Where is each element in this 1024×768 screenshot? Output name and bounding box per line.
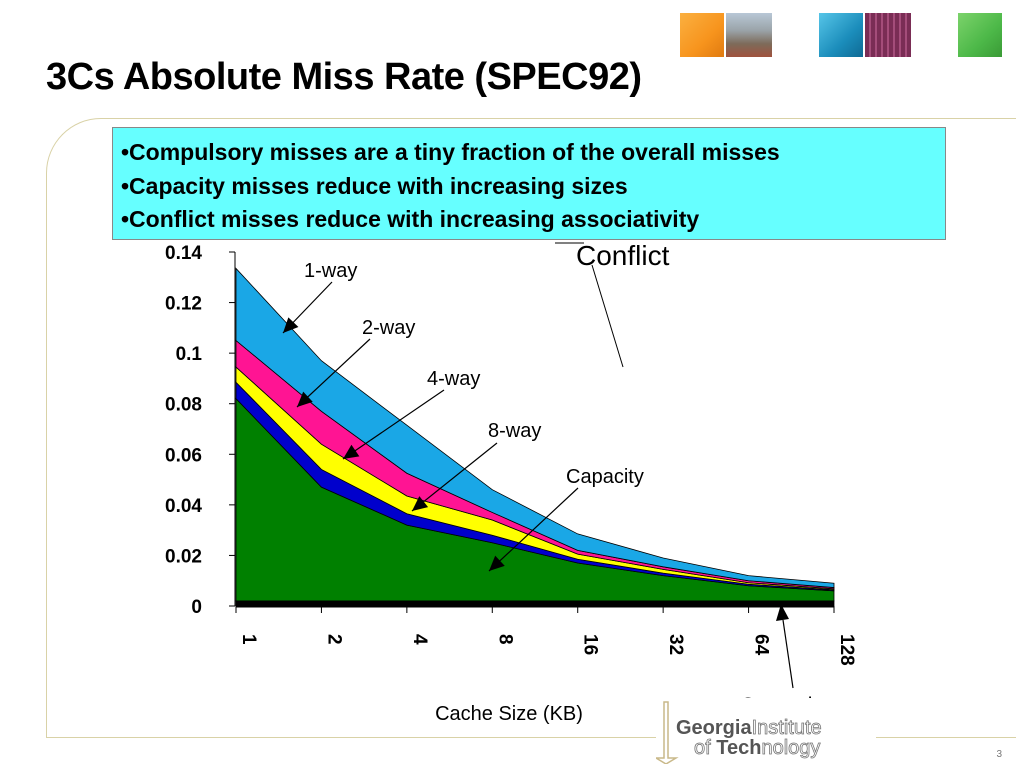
- annotation-8-way-label: 8-way: [488, 420, 541, 442]
- logo-tech: Tech: [716, 737, 761, 759]
- annotation-2-way-line: [296, 338, 371, 408]
- annotation-conflict-line: [591, 264, 624, 368]
- x-tick-label: 4: [409, 634, 430, 645]
- annotation-8-way-arrowhead: [412, 496, 429, 511]
- y-tick-label: 0.02: [165, 546, 202, 567]
- annotation-8-way-line: [411, 442, 498, 512]
- logo-mark-icon: [656, 701, 679, 764]
- logo-institute: Institute: [752, 717, 822, 739]
- header-photo-blue: [819, 13, 863, 57]
- logo-georgia: Georgia: [676, 717, 752, 739]
- header-photo-orange: [680, 13, 724, 57]
- annotation-capacity-line: [488, 487, 579, 572]
- page-number: 3: [996, 749, 1002, 760]
- annotation-1-way-arrowhead: [283, 317, 299, 333]
- y-tick-label: 0.12: [165, 294, 202, 315]
- georgia-tech-logo: GeorgiaInstitute of Technology: [656, 698, 876, 764]
- annotation-compulsory-arrowhead: [776, 604, 789, 621]
- y-tick-label: 0.08: [165, 395, 202, 416]
- chart-axes: [229, 251, 835, 613]
- header-photo-circuit: [865, 13, 911, 57]
- content-frame: [46, 118, 1016, 738]
- annotation-4-way-line: [342, 389, 445, 460]
- area-1-way: [235, 267, 835, 588]
- x-tick-label: 2: [323, 634, 344, 645]
- annotation-2-way-label: 2-way: [362, 317, 415, 339]
- x-tick-label: 32: [665, 634, 686, 655]
- annotation-conflict-label: Conflict: [576, 240, 670, 271]
- x-axis-label: Cache Size (KB): [435, 703, 583, 725]
- logo-nology: nology: [761, 737, 820, 759]
- x-tick-label: 64: [751, 634, 772, 656]
- annotation-capacity-arrowhead: [489, 555, 505, 571]
- annotation-1-way-label: 1-way: [304, 260, 357, 282]
- annotation-capacity-label: Capacity: [566, 466, 644, 488]
- y-tick-label: 0.06: [165, 445, 202, 466]
- x-tick-label: 8: [494, 634, 515, 645]
- y-tick-label: 0.14: [165, 243, 202, 264]
- header-green-tile: [958, 13, 1002, 57]
- bullet-capacity: •Capacity misses reduce with increasing …: [121, 172, 628, 199]
- bullet-compulsory: •Compulsory misses are a tiny fraction o…: [121, 139, 780, 165]
- annotation-4-way-label: 4-way: [427, 368, 480, 390]
- y-tick-label: 0.04: [165, 496, 202, 517]
- bullet-conflict: •Conflict misses reduce with increasing …: [121, 206, 700, 232]
- header-photo-campus: [726, 13, 772, 57]
- x-tick-label: 128: [836, 634, 857, 666]
- annotation-compulsory-line: [782, 619, 794, 689]
- annotation-2-way-arrowhead: [297, 391, 313, 407]
- chart-labels: 0 0.02 0.04 0.06 0.08 0.1 0.12 0.14 1 2 4 8 16 32 64 12…: [165, 243, 857, 725]
- svg-text:of Technology: of Technology: [694, 737, 820, 759]
- y-tick-label: 0: [191, 597, 202, 618]
- bullet-box: •Compulsory misses are a tiny fraction o…: [112, 127, 946, 240]
- x-tick-label: 1: [238, 634, 259, 645]
- y-tick-label: 0.1: [176, 344, 203, 365]
- svg-text:GeorgiaInstitute: GeorgiaInstitute: [676, 717, 822, 739]
- x-tick-label: 16: [580, 634, 601, 655]
- slide-title: 3Cs Absolute Miss Rate (SPEC92): [46, 56, 642, 98]
- annotation-4-way-arrowhead: [343, 444, 360, 459]
- logo-of: of: [694, 737, 716, 759]
